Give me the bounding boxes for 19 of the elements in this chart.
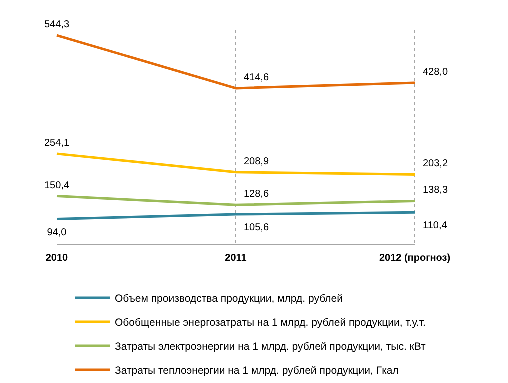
legend-label: Затраты электроэнергии на 1 млрд. рублей продукции, тыс. кВт — [115, 341, 426, 353]
data-label: 208,9 — [244, 156, 270, 168]
legend-label: Обобщенные энергозатраты на 1 млрд. рублей продукции, т.у.т. — [115, 317, 426, 329]
legend-label: Затраты теплоэнергии на 1 млрд. рублей продукции, Гкал — [115, 365, 399, 377]
data-label: 138,3 — [423, 185, 448, 196]
data-label: 203,2 — [423, 158, 448, 170]
data-label: 544,3 — [44, 20, 70, 31]
legend-label: Объем производства продукции, млрд. рублей — [115, 293, 344, 305]
data-label: 150,4 — [44, 180, 70, 192]
data-label: 105,6 — [244, 222, 270, 234]
data-label: 428,0 — [423, 66, 448, 78]
x-tick-label: 2011 — [225, 253, 248, 264]
data-label: 254,1 — [44, 138, 70, 149]
x-tick-label: 2010 — [46, 253, 69, 264]
data-label: 94,0 — [47, 227, 68, 238]
data-label: 128,6 — [244, 189, 270, 200]
data-label: 414,6 — [244, 72, 270, 84]
x-tick-label: 2012 (прогноз) — [379, 253, 451, 264]
data-label: 110,4 — [423, 220, 448, 232]
